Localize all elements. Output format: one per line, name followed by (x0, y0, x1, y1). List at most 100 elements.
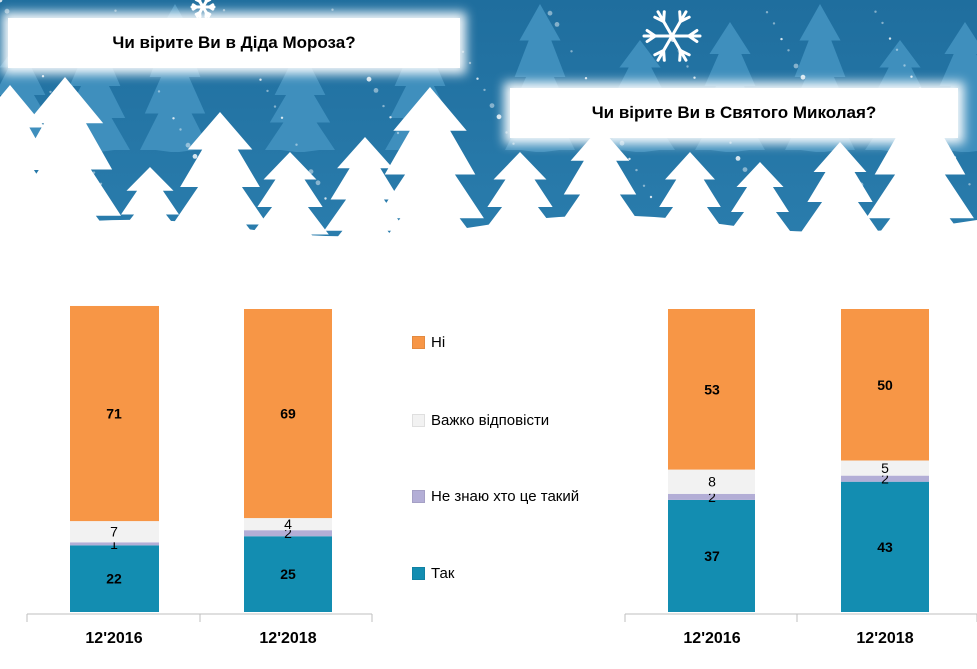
snow-dot (373, 88, 379, 93)
front-tree (0, 77, 130, 262)
snow-dot (729, 141, 732, 144)
snow-dot (0, 0, 3, 3)
snow-dot (483, 88, 486, 92)
snow-dot (642, 184, 646, 187)
data-label: 53 (704, 381, 720, 397)
legend-label-ne-znayu: Не знаю хто це такий (431, 488, 580, 505)
snow-dot (881, 21, 884, 25)
snow-dot (570, 50, 573, 53)
front-tree (647, 152, 733, 262)
snow-dot (946, 145, 950, 148)
back-tree (505, 4, 575, 152)
snow-dot (751, 184, 754, 187)
snow-dot (266, 89, 269, 93)
snow-dot (953, 156, 957, 159)
front-tree (795, 142, 885, 262)
snowflake-icon (642, 10, 702, 62)
back-tree (785, 4, 855, 152)
snow-dot (903, 64, 906, 67)
legend-item-vazhko: Важко відповісти (412, 412, 549, 429)
snow-dot (858, 182, 864, 188)
x-tick-label: 12'2016 (683, 630, 740, 647)
snow-dot (280, 116, 284, 120)
data-label: 5 (881, 460, 889, 476)
snow-dot (69, 127, 75, 133)
x-tick-label: 12'2018 (856, 630, 913, 647)
snow-dot (505, 131, 508, 134)
back-tree (60, 22, 130, 152)
snow-dot (382, 104, 385, 108)
bar-segment (668, 493, 755, 500)
snow-dot (787, 49, 790, 52)
data-label: 37 (704, 548, 720, 564)
snow-dot (92, 171, 96, 174)
bar-segment (70, 542, 159, 546)
snow-dot (772, 22, 776, 25)
snow-dot (295, 143, 298, 146)
title-right-text: Чи вірите Ви в Святого Миколая? (591, 103, 877, 122)
snow-dot (476, 77, 479, 80)
snow-dot (431, 195, 437, 201)
snow-dot (519, 158, 523, 161)
snow-dot (99, 182, 103, 185)
snow-dot (468, 61, 472, 65)
bar-segment (841, 481, 929, 612)
snow-dot (201, 170, 204, 174)
front-tree (110, 167, 190, 262)
snow-dot (411, 158, 414, 162)
snow-dot (742, 167, 748, 173)
snow-dot (107, 198, 110, 201)
snow-dot (735, 156, 741, 161)
back-tree (930, 22, 977, 152)
legend-label-ni: Ні (431, 334, 446, 351)
legend-swatch-vazhko (412, 414, 425, 427)
front-tree (367, 87, 493, 262)
bar-segment (841, 460, 929, 476)
snow-dot (85, 155, 88, 159)
snow-dot (273, 105, 277, 108)
title-left-text: Чи вірите Ви в Діда Мороза? (112, 33, 356, 52)
data-label: 2 (284, 525, 292, 541)
data-label: 69 (280, 406, 296, 422)
snow-dot (534, 185, 537, 188)
front-tree (475, 152, 565, 262)
title-left: Чи вірите Ви в Діда Мороза? (8, 18, 460, 68)
snow-dot (114, 9, 117, 12)
front-tree (165, 112, 275, 262)
snow-dot (396, 131, 400, 135)
bar-segment (244, 536, 332, 612)
legend-swatch-ni (412, 336, 425, 349)
snow-dot (686, 65, 689, 68)
snow-dot (78, 144, 81, 147)
data-label: 1 (110, 536, 118, 552)
snow-dot (157, 90, 161, 93)
snow-dot (192, 154, 198, 159)
bar-segment (70, 305, 159, 522)
bar-segment (70, 521, 159, 543)
snow-dot (185, 142, 191, 148)
snow-dot (554, 22, 560, 27)
snow-dot (461, 50, 465, 53)
snow-dot (693, 76, 696, 79)
data-label: 4 (284, 516, 292, 532)
data-label: 2 (881, 471, 889, 487)
snow-dot (649, 195, 653, 199)
snow-dot (541, 196, 544, 199)
snow-dot (496, 114, 502, 120)
snow-dot (331, 8, 334, 11)
legend-swatch-ne-znayu (412, 490, 425, 503)
snow-dot (215, 197, 219, 201)
legend-label-vazhko: Важко відповісти (431, 412, 550, 429)
snow-dot (512, 142, 515, 145)
snow-dot (635, 168, 638, 172)
bar-segment (841, 309, 929, 461)
x-tick-label: 12'2016 (85, 630, 142, 647)
snow-dot (179, 128, 182, 131)
bar-segment (244, 518, 332, 531)
snow-dot (208, 182, 211, 185)
snow-dot (172, 117, 175, 120)
snow-dot (489, 103, 495, 108)
front-tree (245, 152, 335, 262)
legend-item-tak: Так (412, 565, 454, 582)
snow-dot (403, 143, 407, 146)
